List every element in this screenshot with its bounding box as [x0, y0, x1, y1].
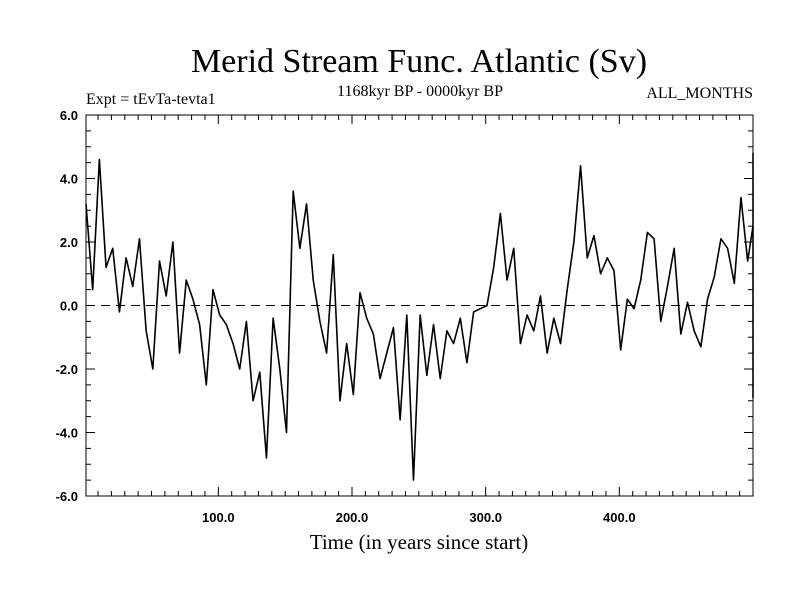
y-tick-label: -4.0: [56, 426, 78, 441]
x-tick-label: 100.0: [202, 510, 235, 525]
time-range-label: 1168kyr BP - 0000kyr BP: [337, 83, 503, 100]
x-tick-label: 200.0: [336, 510, 369, 525]
experiment-label: Expt = tEvTa-tevta1: [86, 91, 216, 108]
months-label: ALL_MONTHS: [646, 85, 753, 102]
y-tick-label: 4.0: [60, 172, 78, 187]
y-tick-label: 6.0: [60, 108, 78, 123]
chart-title: Merid Stream Func. Atlantic (Sv): [191, 43, 647, 80]
axis-ticks: [86, 114, 753, 497]
axis-tick-labels: -6.0 -4.0 -2.0 0.0 2.0 4.0 6.0 100.0 200.0 300.0 4…: [56, 108, 636, 525]
y-tick-label: -6.0: [56, 489, 78, 504]
x-tick-label: 300.0: [469, 510, 502, 525]
x-tick-label: 400.0: [603, 510, 636, 525]
y-tick-label: 0.0: [60, 299, 78, 314]
y-tick-label: -2.0: [56, 362, 78, 377]
x-axis-title: Time (in years since start): [310, 530, 529, 554]
y-tick-label: 2.0: [60, 235, 78, 250]
